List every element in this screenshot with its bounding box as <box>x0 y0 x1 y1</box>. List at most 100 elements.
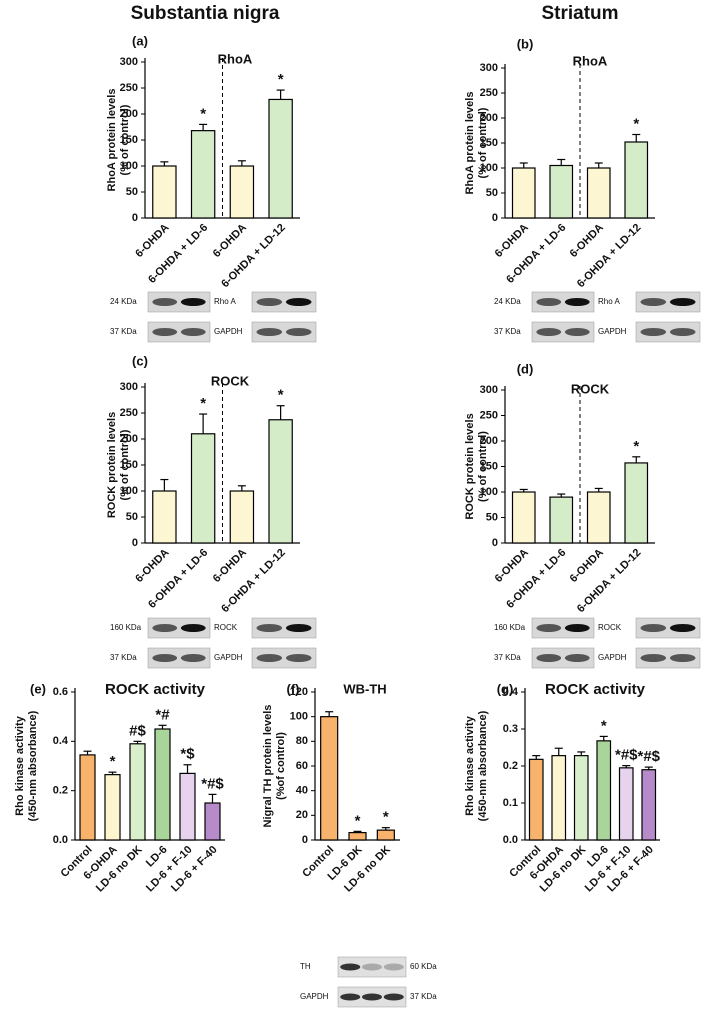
bar <box>551 755 567 841</box>
blot-image <box>251 291 317 313</box>
chart-title: ROCK <box>571 381 610 396</box>
panel-letter: (a) <box>132 33 148 48</box>
y-axis-label-line: (450-nm absorbance) <box>477 710 489 821</box>
y-tick-label: 0 <box>302 834 308 846</box>
significance: *#$ <box>637 748 660 765</box>
chart-title: ROCK activity <box>105 681 206 698</box>
y-tick-label: 200 <box>480 112 498 124</box>
y-axis-label-line: (450-nm absorbance) <box>27 710 39 821</box>
y-tick-label: 0 <box>492 212 498 224</box>
bar <box>549 496 574 544</box>
y-tick-label: 150 <box>480 460 498 472</box>
y-axis-label: ROCK protein levels(% of control) <box>464 413 489 519</box>
bar <box>268 419 293 544</box>
chart-title: ROCK <box>211 373 250 388</box>
bar <box>204 802 221 841</box>
blot-band <box>256 654 283 662</box>
blot-label: 160 KDa <box>110 623 142 632</box>
blot-band <box>180 328 206 336</box>
y-tick-label: 200 <box>120 433 138 445</box>
bar <box>511 167 536 219</box>
y-axis-label-line: ROCK protein levels <box>464 413 476 519</box>
bar <box>586 167 611 219</box>
blot-band <box>536 298 562 306</box>
blot-band <box>536 624 562 632</box>
blot-band <box>285 624 312 632</box>
bar <box>376 829 395 841</box>
x-tick-label: 6-OHDA <box>493 547 531 585</box>
significance: * <box>200 395 206 412</box>
y-tick-label: 0 <box>132 537 138 549</box>
blot-image <box>635 321 701 343</box>
blot-label: 37 KDa <box>494 327 521 336</box>
y-tick-label: 60 <box>296 760 308 772</box>
blot-label: GAPDH <box>214 653 243 662</box>
x-tick-label: 6-OHDA <box>568 222 606 260</box>
y-axis-label: RhoA protein levels(% of control) <box>106 89 131 192</box>
y-tick-label: 20 <box>296 809 308 821</box>
significance: * <box>633 115 639 132</box>
panel-letter: (e) <box>30 681 46 696</box>
y-tick-label: 50 <box>486 511 498 523</box>
blot-band <box>640 298 667 306</box>
blot-band <box>669 298 696 306</box>
bar <box>129 743 146 841</box>
y-tick-label: 100 <box>290 711 308 723</box>
y-tick-label: 250 <box>120 407 138 419</box>
bar <box>641 769 657 841</box>
significance: #$ <box>129 722 146 739</box>
y-tick-label: 250 <box>480 87 498 99</box>
bar <box>268 98 293 219</box>
blot-image <box>147 617 211 639</box>
significance: *# <box>155 706 170 723</box>
blot-image <box>635 291 701 313</box>
blot-label: 37 KDa <box>494 653 521 662</box>
y-tick-label: 150 <box>120 134 138 146</box>
blot-band <box>669 654 696 662</box>
y-tick-label: 0 <box>492 537 498 549</box>
bar <box>586 491 611 544</box>
panel-letter: (g) <box>497 681 514 696</box>
bar <box>190 433 216 544</box>
y-tick-label: 0.1 <box>503 797 518 809</box>
y-tick-label: 250 <box>480 409 498 421</box>
y-tick-label: 250 <box>120 82 138 94</box>
y-tick-label: 100 <box>120 485 138 497</box>
blot-image <box>147 321 211 343</box>
blot-band <box>536 654 562 662</box>
blot-label: 24 KDa <box>494 297 521 306</box>
bar <box>528 758 544 841</box>
y-tick-label: 300 <box>480 62 498 74</box>
y-axis-label-line: (% of control) <box>477 431 489 502</box>
y-tick-label: 300 <box>480 384 498 396</box>
blot-band <box>152 624 178 632</box>
significance: *#$ <box>615 747 638 764</box>
bar <box>320 716 339 841</box>
bar <box>190 130 216 219</box>
blot-image <box>635 647 701 669</box>
significance: * <box>633 438 639 455</box>
blot-band <box>180 654 206 662</box>
y-axis-label-line: Nigral TH protein levels <box>262 705 274 828</box>
blot-label: GAPDH <box>300 992 329 1001</box>
y-axis-label-line: (% of control) <box>477 107 489 178</box>
x-tick-label: 6-OHDA <box>133 222 171 260</box>
blot-label: 24 KDa <box>110 297 137 306</box>
y-tick-label: 0.0 <box>503 834 518 846</box>
blot-label: 60 KDa <box>410 962 437 971</box>
blot-image <box>531 321 595 343</box>
blot-image <box>147 291 211 313</box>
bar <box>573 755 589 841</box>
blot-band <box>536 328 562 336</box>
bar <box>624 462 649 544</box>
significance: * <box>200 105 206 122</box>
blot-band <box>285 298 312 306</box>
blot-band <box>256 624 283 632</box>
blot-band <box>564 328 590 336</box>
y-axis-label: ROCK protein levels(% of control) <box>106 412 131 518</box>
chart-title: RhoA <box>573 53 608 68</box>
y-axis-label: Rho kinase activity(450-nm absorbance) <box>464 710 489 821</box>
y-axis-label: Nigral TH protein levels(%of control) <box>262 705 287 828</box>
y-axis-label-line: ROCK protein levels <box>106 412 118 518</box>
bar <box>179 772 196 841</box>
